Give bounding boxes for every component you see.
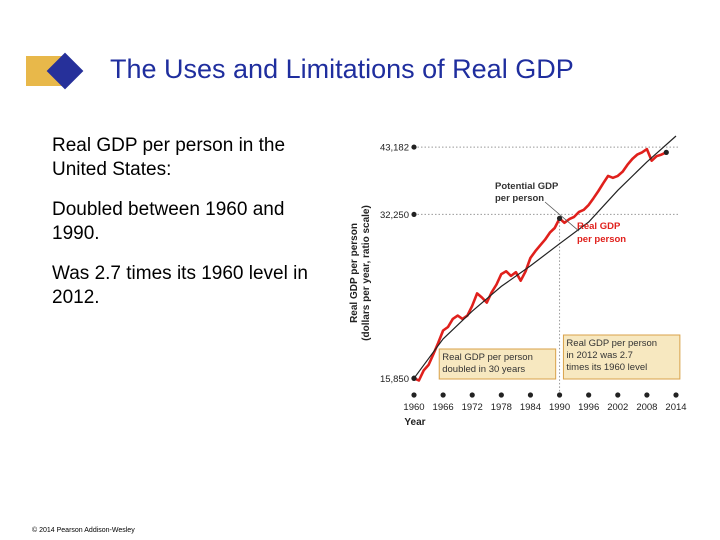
x-tick-marker — [411, 392, 417, 398]
data-markers — [411, 144, 669, 381]
potential-gdp-label: per person — [495, 193, 544, 204]
x-tick-marker — [440, 392, 446, 398]
potential-gdp-label: Potential GDP — [495, 181, 559, 192]
x-tick-label: 1966 — [433, 402, 454, 413]
y-axis-title: Real GDP per person (dollars per year, ra… — [349, 205, 372, 341]
x-tick-marker — [615, 392, 621, 398]
gdp-chart: Real GDP per person (dollars per year, ra… — [349, 135, 687, 428]
y-tick-label: 43,182 — [380, 143, 409, 154]
y-tick-labels: 15,850 32,250 43,182 — [380, 143, 409, 385]
annotation-text: Real GDP per person — [566, 338, 657, 349]
y-tick-marker — [411, 211, 417, 218]
annotation-box — [438, 348, 557, 380]
page-title: The Uses and Limitations of Real GDP — [110, 54, 574, 84]
x-tick-marker — [673, 392, 679, 398]
real-gdp-line — [413, 147, 667, 382]
x-tick-marker — [644, 392, 650, 398]
x-tick-label: 2014 — [665, 402, 686, 413]
y-tick-marker — [411, 144, 417, 150]
y-tick-label: 15,850 — [380, 374, 409, 385]
x-tick-labels: 1960 1966 1972 1978 1984 1990 1996 2002 2008 2014 — [403, 392, 687, 413]
bullet-list: Real GDP per person in the United States… — [52, 134, 322, 326]
x-tick-label: 1960 — [403, 402, 424, 413]
real-gdp-label: per person — [577, 234, 626, 245]
x-axis-title: Year — [404, 417, 425, 428]
x-tick-marker — [469, 392, 475, 398]
x-tick-label: 1984 — [520, 402, 541, 413]
x-tick-marker — [527, 392, 534, 398]
x-tick-marker — [586, 392, 592, 398]
annotation-text: times its 1960 level — [566, 362, 647, 373]
dotted-guides — [414, 146, 680, 394]
potential-gdp-line — [413, 135, 677, 379]
x-tick-marker — [556, 392, 563, 398]
copyright-notice: © 2014 Pearson Addison-Wesley — [32, 527, 135, 534]
series-lines — [413, 135, 677, 382]
x-tick-label: 1996 — [578, 402, 599, 413]
data-point-marker — [663, 149, 669, 155]
y-axis-title-line: Real GDP per person — [349, 223, 360, 323]
x-tick-label: 2002 — [607, 402, 628, 413]
y-tick-label: 32,250 — [380, 210, 409, 221]
x-tick-label: 1972 — [462, 402, 483, 413]
label-leader-line — [544, 201, 580, 232]
annotation-box — [562, 334, 681, 380]
bullet-times: Was 2.7 times its 1960 level in 2012. — [52, 263, 308, 308]
data-point-marker — [411, 375, 417, 381]
y-axis-title-line: (dollars per year, ratio scale) — [361, 205, 372, 341]
annotation-text: doubled in 30 years — [442, 364, 525, 375]
annotation-text: in 2012 was 2.7 — [566, 350, 633, 361]
title-bar: The Uses and Limitations of Real GDP — [22, 50, 702, 90]
x-tick-label: 2008 — [636, 402, 657, 413]
data-point-marker — [556, 215, 563, 221]
bullet-doubled: Doubled between 1960 and 1990. — [52, 199, 285, 244]
real-gdp-label: Real GDP — [577, 221, 621, 232]
x-tick-label: 1978 — [491, 402, 512, 413]
bullet-intro: Real GDP per person in the United States… — [52, 135, 286, 180]
x-tick-marker — [498, 392, 504, 398]
x-tick-label: 1990 — [549, 402, 570, 413]
annotation-text: Real GDP per person — [442, 352, 533, 363]
